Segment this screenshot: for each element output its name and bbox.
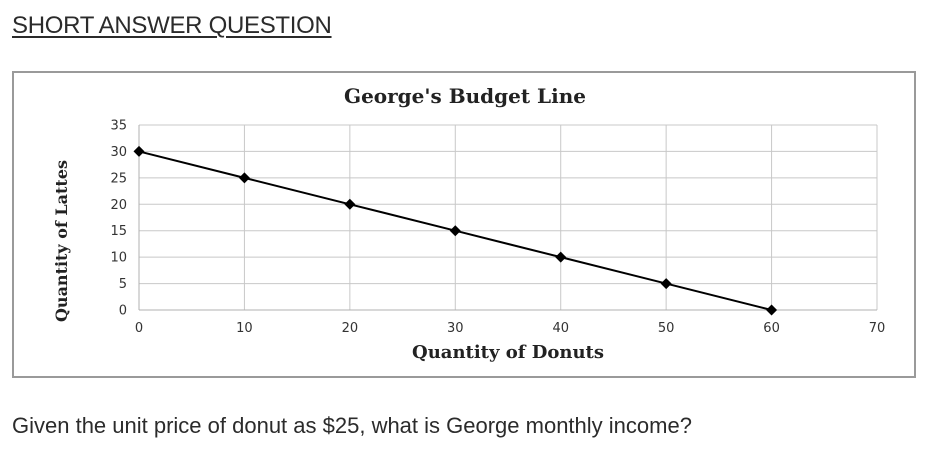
chart-frame: George's Budget Line 0 5 10 15 20 25 30 35 0 10 2… xyxy=(12,71,916,378)
x-tick-label: 50 xyxy=(658,321,675,336)
data-point-marker xyxy=(660,278,672,290)
data-point-marker xyxy=(555,251,567,263)
x-tick-label: 30 xyxy=(447,321,464,336)
data-point-marker xyxy=(766,304,778,316)
y-tick-label: 25 xyxy=(110,171,127,186)
x-tick-label: 0 xyxy=(135,321,143,336)
x-axis-label: Quantity of Donuts xyxy=(412,342,604,363)
y-tick-label: 5 xyxy=(119,277,127,292)
data-point-marker xyxy=(344,198,356,210)
y-tick-label: 35 xyxy=(110,119,127,134)
y-tick-labels: 0 5 10 15 20 25 30 35 xyxy=(110,119,127,319)
question-text: Given the unit price of donut as $25, wh… xyxy=(12,413,692,438)
x-tick-label: 20 xyxy=(342,321,359,336)
data-point-marker xyxy=(449,225,461,237)
grid xyxy=(138,124,878,311)
budget-line-chart: George's Budget Line 0 5 10 15 20 25 30 35 0 10 2… xyxy=(52,84,885,363)
section-heading: SHORT ANSWER QUESTION xyxy=(12,12,332,39)
y-axis-label: Quantity of Lattes xyxy=(52,160,71,322)
x-tick-label: 70 xyxy=(869,321,886,336)
x-tick-label: 60 xyxy=(763,321,780,336)
data-point-marker xyxy=(133,145,145,157)
x-tick-label: 10 xyxy=(236,321,253,336)
y-tick-label: 10 xyxy=(110,251,127,266)
y-tick-label: 15 xyxy=(110,224,127,239)
x-tick-label: 40 xyxy=(552,321,569,336)
y-tick-label: 20 xyxy=(110,198,127,213)
data-point-marker xyxy=(238,172,250,184)
chart-title: George's Budget Line xyxy=(344,84,586,108)
y-tick-label: 30 xyxy=(110,145,127,160)
x-tick-labels: 0 10 20 30 40 50 60 70 xyxy=(135,321,885,336)
y-tick-label: 0 xyxy=(119,304,127,319)
budget-line-series xyxy=(133,145,778,316)
